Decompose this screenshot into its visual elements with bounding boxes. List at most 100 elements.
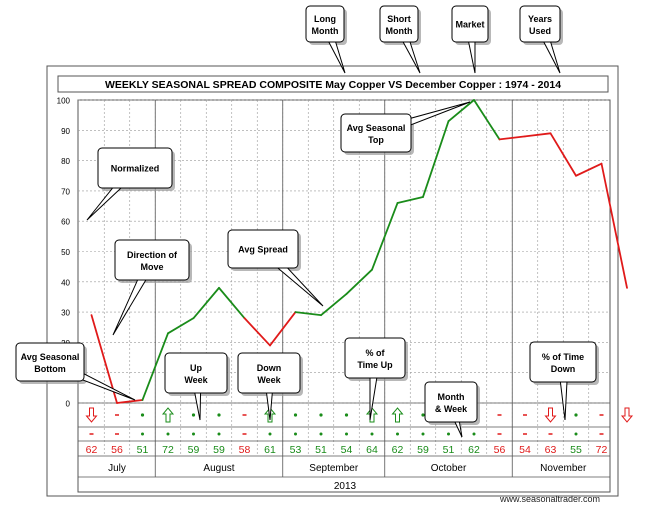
pct-time-label: 72 [162,444,174,456]
spread-line-segment [575,162,603,177]
callout-box [340,113,412,153]
y-tick-label: 80 [61,157,70,166]
up-week-dot-icon [574,413,578,417]
up-week-arrow-icon [365,407,379,423]
callout-label: Month & Week [435,392,468,414]
y-tick-label: 30 [61,309,70,318]
pct-time-label: 51 [315,444,327,456]
spread-line-segment [243,317,271,347]
pct-time-label: 56 [111,444,123,456]
callout-label: Years Used [528,14,552,36]
spread-line-segment [524,132,552,138]
callout-box [529,341,597,383]
callout-box [237,352,301,394]
up-week-dot-icon [319,413,323,417]
pct-time-label: 64 [366,444,378,456]
month-label: October [431,463,467,474]
pct-up-dot-icon [370,432,374,436]
spread-line-segment [549,132,577,177]
pct-up-dot-icon [472,432,476,436]
callout-label: Avg Spread [238,245,288,255]
callout-box [305,5,345,43]
pct-time-label: 54 [519,444,531,456]
pct-time-label: 59 [188,444,200,456]
month-label: July [108,463,126,474]
up-week-dot-icon [191,413,196,417]
year-label: 2013 [334,481,357,492]
chart-title: WEEKLY SEASONAL SPREAD COMPOSITE May Cop… [105,79,561,91]
callout-label: Avg Seasonal Top [347,123,406,145]
spread-line-segment [141,332,169,401]
callout-box [114,239,190,281]
callout-label: Market [455,20,484,30]
outer-frame [46,65,619,497]
spread-line-segment [269,311,297,347]
pct-time-label: 62 [468,444,480,456]
up-week-dot-icon [344,413,349,417]
title-box [57,75,609,93]
callout-box [379,5,419,43]
y-tick-label: 50 [61,248,70,257]
callout-box [164,352,228,394]
callout-box [15,342,85,382]
pct-time-label: 54 [341,444,353,456]
spread-line-segment [447,99,475,123]
pct-up-dot-icon [421,432,425,436]
pct-time-label: 62 [392,444,404,456]
up-week-dot-icon [217,413,221,417]
pct-up-dot-icon [319,432,323,436]
pct-time-label: 59 [213,444,225,456]
callout-label: Long Month [312,14,339,36]
callout-label: Up Week [184,363,208,385]
y-tick-label: 0 [66,400,71,409]
month-label: September [309,463,359,474]
y-tick-label: 40 [61,278,70,287]
spread-line-segment [600,162,628,289]
spread-line-segment [116,399,144,404]
pct-up-dot-icon [294,432,297,436]
pct-up-dot-icon [268,432,272,436]
y-tick-label: 100 [57,97,71,106]
y-tick-label: 70 [61,187,70,196]
y-tick-label: 90 [61,127,70,136]
spread-line-segment [167,317,195,335]
spread-line-segment [294,311,322,317]
pct-up-dot-icon [345,432,348,436]
callout-box [97,147,173,189]
callout-label: Normalized [111,164,160,174]
callout-box [424,381,478,423]
pct-time-label: 72 [596,444,608,456]
callout-box [519,5,561,43]
pct-time-label: 59 [417,444,429,456]
pct-up-dot-icon [396,432,399,436]
callout-box [451,5,489,43]
y-tick-label: 60 [61,218,70,227]
spread-line-segment [422,120,450,198]
callout-label: % of Time Down [542,352,584,374]
up-week-arrow-icon [161,407,175,423]
spread-line-segment [473,99,501,141]
down-week-arrow-icon [620,407,634,423]
pct-time-label: 62 [86,444,98,456]
callout-label: % of Time Up [357,348,393,370]
pct-time-label: 51 [137,444,149,456]
spread-line-segment [371,202,399,271]
month-label: November [540,463,587,474]
pct-time-label: 51 [443,444,455,456]
pct-up-dot-icon [192,432,195,436]
pct-time-label: 63 [545,444,557,456]
spread-line-segment [498,135,526,141]
callout-box [227,229,299,269]
down-week-arrow-icon [85,407,98,423]
pct-time-label: 58 [239,444,251,456]
spread-line-segment [218,286,246,320]
pct-time-label: 61 [264,444,276,456]
pct-up-dot-icon [574,432,578,436]
up-week-dot-icon [293,413,298,417]
up-week-dot-icon [140,413,145,417]
pct-time-label: 56 [494,444,506,456]
callout-box [344,337,406,379]
pct-up-dot-icon [141,432,144,436]
month-label: August [203,463,234,474]
